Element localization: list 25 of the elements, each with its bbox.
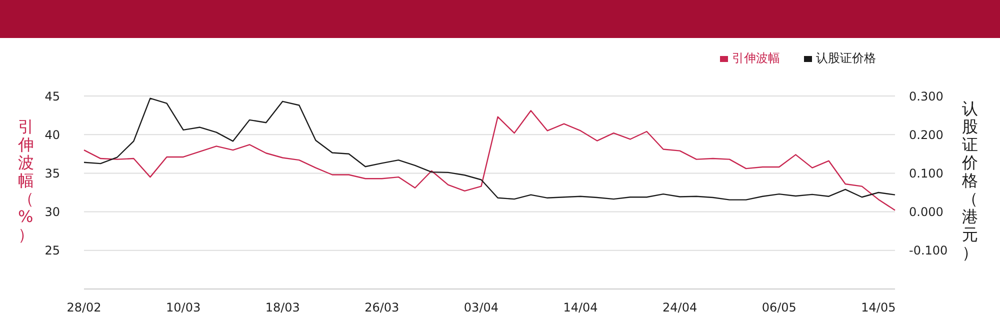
legend-label: 认股证价格 (816, 51, 876, 65)
x-tick-label: 14/04 (563, 300, 598, 315)
x-tick-label: 06/05 (762, 300, 796, 315)
line-series (83, 98, 896, 200)
x-tick-label: 18/03 (265, 300, 300, 315)
y2-tick-label: 0.100 (909, 166, 944, 180)
x-tick-label: 10/03 (166, 300, 201, 315)
y2-tick-label: 0.000 (909, 205, 944, 220)
y2-tick-label: 0.200 (909, 128, 944, 142)
y-tick-label: 30 (44, 205, 60, 220)
line-series (83, 110, 896, 211)
y-tick-label: 25 (44, 244, 60, 258)
text: 认股证价格（港元） (962, 99, 978, 262)
y2-tick-label: -0.100 (909, 244, 948, 258)
y2-tick-label: 0.300 (909, 89, 944, 104)
y-tick-label: 35 (44, 166, 60, 180)
legend-label: 引伸波幅 (732, 51, 780, 65)
x-tick-label: 28/02 (66, 300, 102, 315)
y-tick-label: 40 (44, 128, 60, 142)
x-tick-label: 26/03 (364, 300, 400, 315)
y-tick-label: 45 (44, 89, 60, 104)
y-axis-title: 引伸波幅（%） (18, 117, 34, 244)
x-tick-label: 14/05 (861, 300, 896, 315)
x-tick-label: 03/04 (464, 300, 499, 315)
x-tick-label: 24/04 (662, 300, 698, 315)
